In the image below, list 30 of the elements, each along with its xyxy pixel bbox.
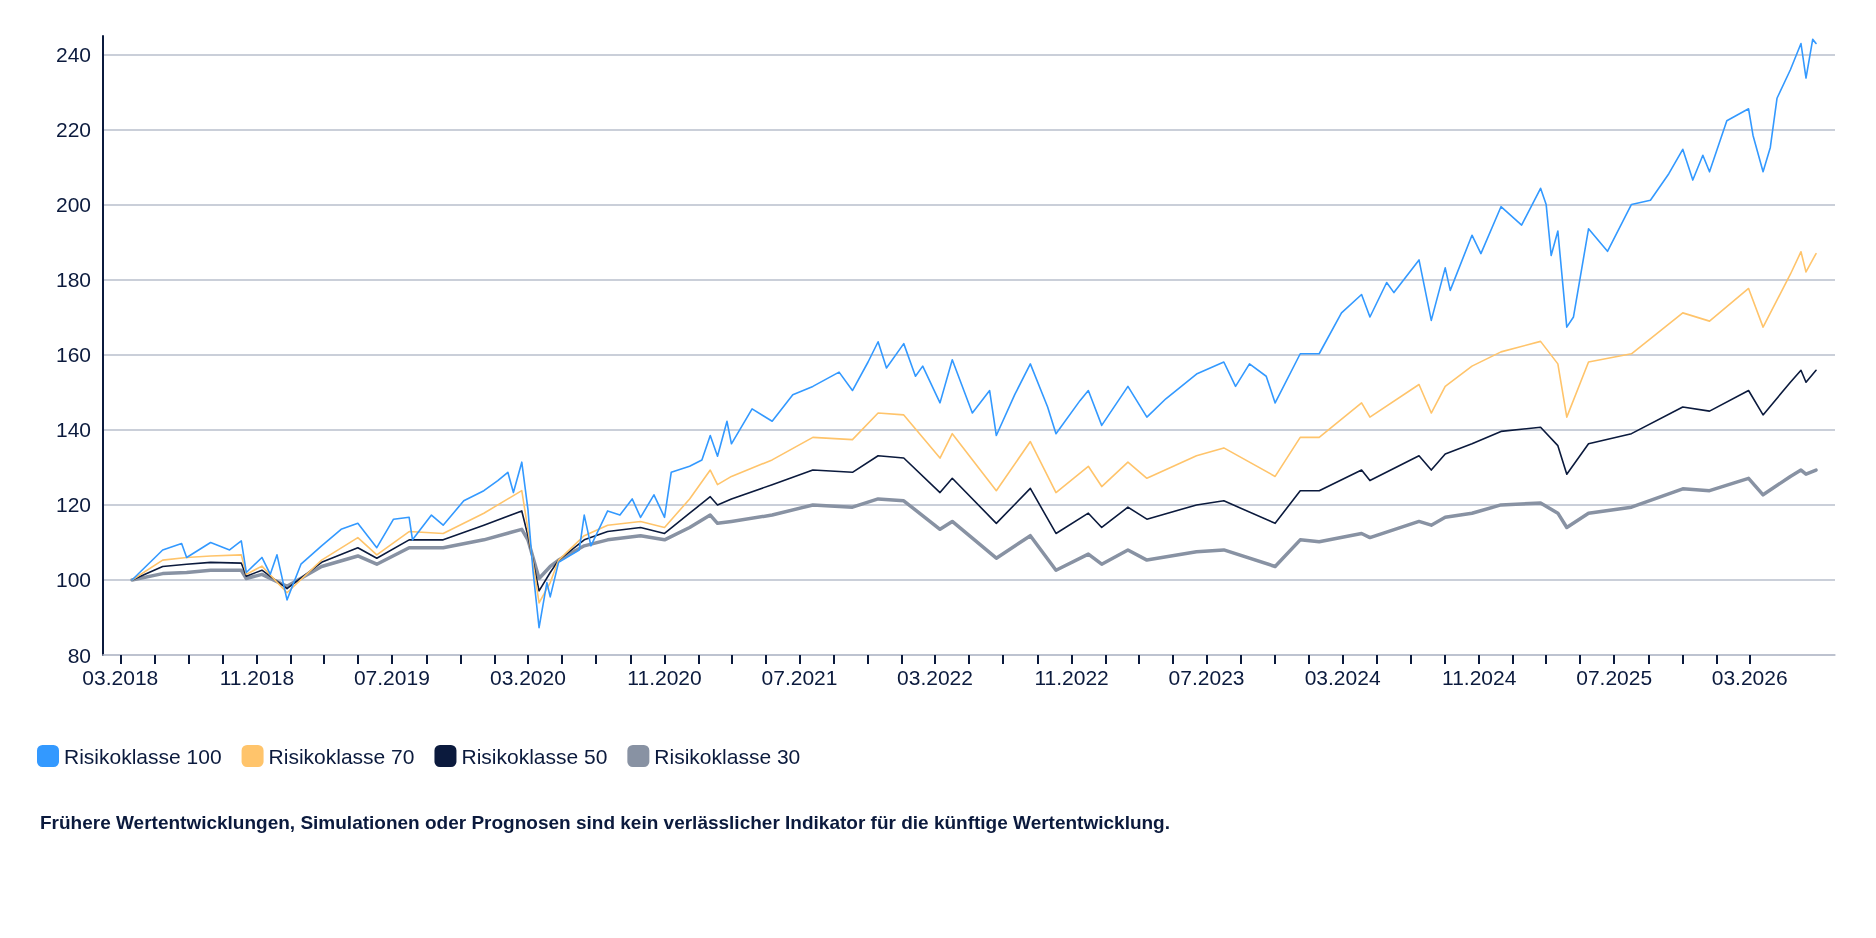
x-tick-label: 07.2019 xyxy=(353,666,430,689)
line-series xyxy=(130,468,1818,589)
x-tick-label: 11.2022 xyxy=(1034,666,1109,689)
y-tick-label: 200 xyxy=(55,193,91,217)
x-tick-label: 03.2022 xyxy=(897,666,973,689)
x-tick-label: 11.2024 xyxy=(1442,666,1517,689)
x-tick-label: 07.2023 xyxy=(1168,666,1245,689)
x-tick-label: 11.2020 xyxy=(627,666,702,689)
legend-label: Risikoklasse 50 xyxy=(461,744,608,768)
x-tick-label: 07.2025 xyxy=(1576,666,1653,689)
legend-label: Risikoklasse 30 xyxy=(654,744,801,768)
y-tick-label: 100 xyxy=(55,568,91,592)
text: Frühere Wertentwicklungen, Simulationen oder Prognosen sind kein verlässlicher Indikator für die künftige Wertentwicklung. xyxy=(40,812,1171,834)
x-tick-label: 07.2021 xyxy=(761,666,838,689)
y-tick-label: 80 xyxy=(67,643,91,667)
y-tick-label: 180 xyxy=(55,268,91,292)
y-tick-label: 220 xyxy=(55,118,91,142)
line-series xyxy=(131,369,1817,592)
legend-label: Risikoklasse 100 xyxy=(64,744,222,768)
x-tick-label: 03.2026 xyxy=(1711,666,1788,689)
x-tick-label: 11.2018 xyxy=(219,666,295,689)
y-tick-label: 140 xyxy=(55,418,91,442)
y-tick-label: 120 xyxy=(55,493,91,517)
x-tick-label: 03.2020 xyxy=(489,666,566,689)
line-series xyxy=(131,38,1817,629)
x-tick-label: 03.2018 xyxy=(82,666,159,689)
x-tick-label: 03.2024 xyxy=(1304,666,1381,689)
y-tick-label: 160 xyxy=(55,343,91,367)
legend-label: Risikoklasse 70 xyxy=(268,744,415,768)
y-tick-label: 240 xyxy=(55,43,91,67)
